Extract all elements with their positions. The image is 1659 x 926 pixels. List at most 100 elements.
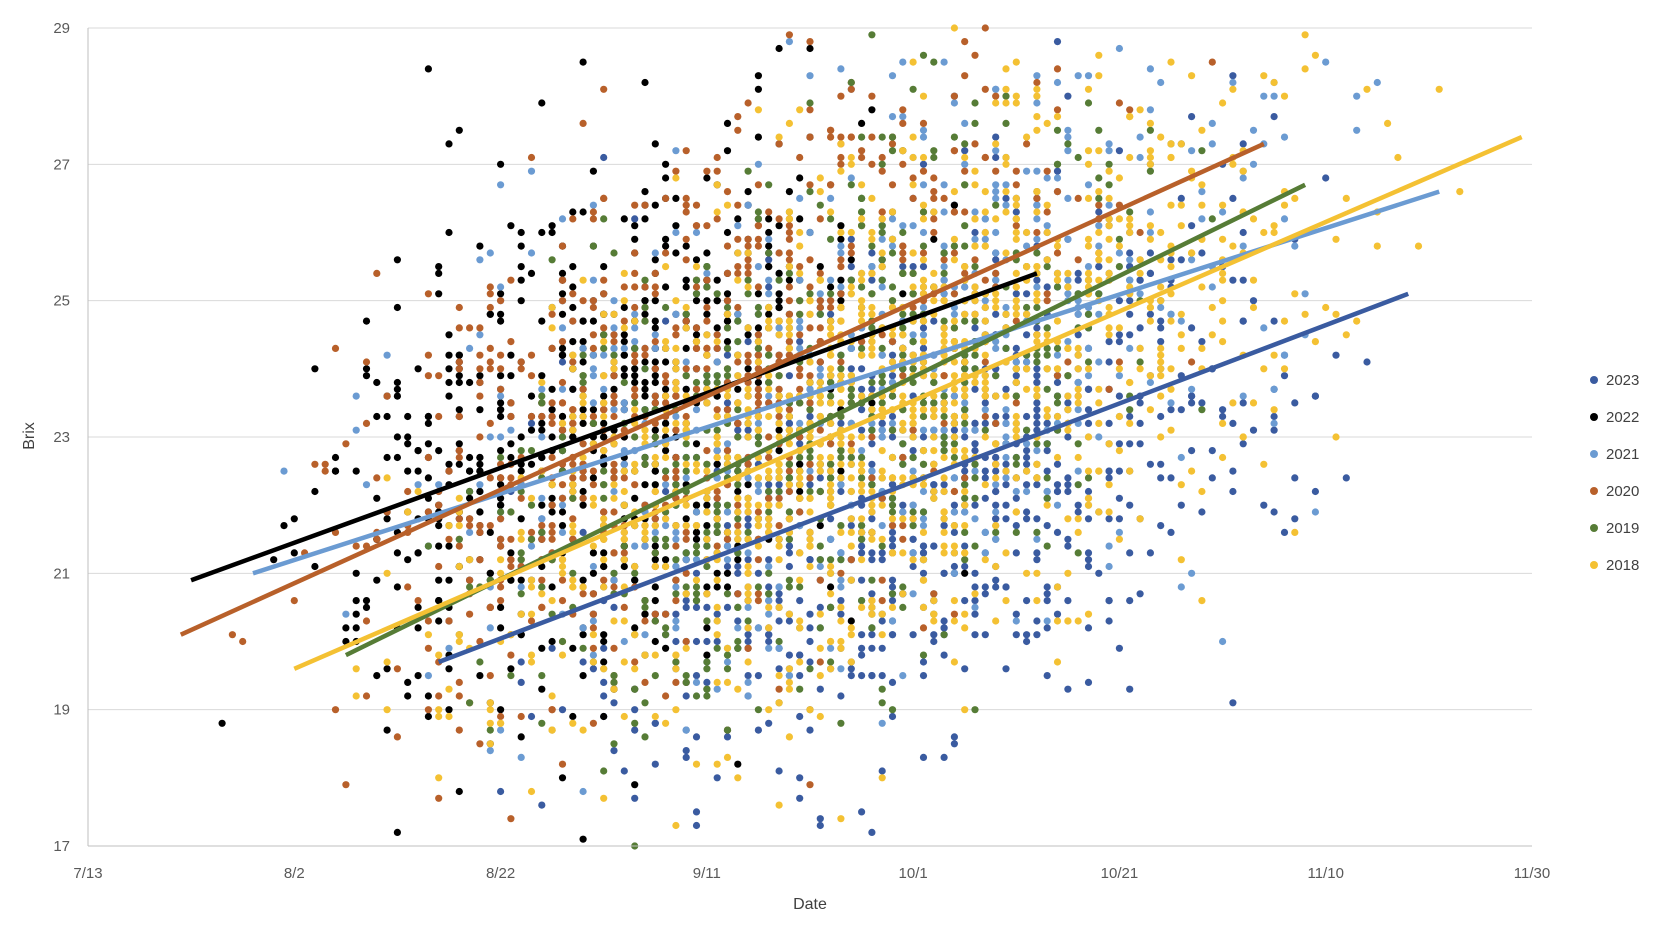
data-point [930,399,938,407]
data-point [765,303,773,312]
data-point [816,712,824,721]
data-point [589,208,598,216]
data-point [754,501,763,509]
data-point [1188,358,1196,366]
data-point [981,631,989,639]
data-point [1126,310,1134,318]
data-point [1064,474,1072,482]
data-point [631,781,639,789]
data-point [754,263,763,271]
data-point [692,344,701,352]
data-point [1208,303,1216,312]
data-point [631,719,639,727]
data-point [919,228,928,237]
data-point [692,222,701,230]
data-point [1332,235,1340,243]
data-point [992,153,1000,162]
data-point [1167,426,1175,434]
data-point [651,651,659,659]
data-point [713,576,721,584]
data-point [796,576,804,584]
data-point [610,351,618,359]
data-point [589,474,598,482]
data-point [589,631,598,639]
data-point [723,528,732,537]
data-point [1157,303,1165,312]
data-point [579,590,587,598]
data-point [1301,310,1309,318]
data-point [517,358,525,366]
data-point [1188,249,1196,257]
data-point [858,276,866,284]
data-point [1033,188,1041,196]
data-point [682,637,690,646]
data-point [662,317,670,325]
data-point [610,583,618,591]
data-point [1064,535,1072,543]
data-point [1033,392,1041,400]
data-point [754,515,763,523]
data-point [662,303,670,312]
data-point [1249,215,1258,223]
data-point [569,719,577,727]
data-point [971,351,979,359]
data-point [744,583,752,591]
data-point [1167,58,1175,66]
data-point [950,528,959,537]
data-point [1198,487,1206,496]
data-point [816,474,824,482]
data-point [713,631,721,639]
data-point [631,658,639,666]
data-point [837,399,845,407]
data-point [940,392,948,400]
data-point [878,542,886,550]
data-point [1033,92,1041,100]
data-point [1033,72,1041,80]
trendline-2021 [252,189,1440,576]
data-point [692,440,701,448]
data-point [899,269,907,277]
data-point [1002,249,1010,257]
data-point [641,188,649,196]
data-point [992,290,1000,298]
data-point [1105,147,1113,155]
data-point [992,269,1000,277]
data-point [579,378,587,387]
data-point [651,542,659,550]
data-point [919,522,928,530]
data-point [765,453,773,462]
data-point [703,528,711,537]
data-point [641,453,649,462]
data-point [940,194,948,202]
data-point [383,569,391,577]
data-point [754,222,763,230]
data-point [1146,160,1154,168]
data-point [497,433,505,441]
data-point [424,290,432,298]
data-point [703,685,711,693]
data-point [1177,453,1185,462]
data-point [765,494,773,502]
data-point [610,385,618,393]
data-point [445,378,453,387]
data-point [713,378,721,387]
data-point [445,712,453,721]
data-point [1146,147,1154,155]
data-point [662,644,670,652]
data-point [527,651,536,659]
data-point [1198,344,1206,352]
data-point [651,535,659,543]
data-point [1157,392,1165,400]
data-point [765,719,773,727]
data-point [806,535,814,543]
data-point [950,501,959,509]
data-point [796,331,804,339]
data-point [476,331,484,339]
data-point [878,426,886,434]
data-point [692,508,701,516]
data-point [754,242,763,250]
data-point [641,617,649,625]
data-point [1095,256,1103,264]
data-point [476,672,484,680]
data-point [579,372,587,380]
